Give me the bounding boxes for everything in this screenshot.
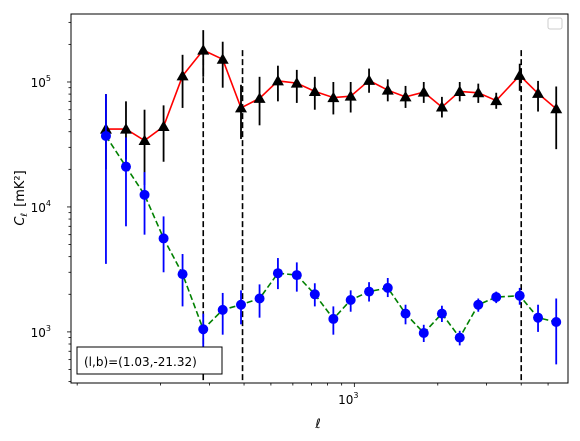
series-1-point <box>472 86 485 98</box>
y-axis-label: Cℓ [mK²] <box>13 170 30 225</box>
series-1-point <box>344 90 357 101</box>
series-1-point <box>490 94 503 106</box>
x-tick-label: 103 <box>338 391 358 407</box>
series-2-point <box>436 308 447 319</box>
series-1-point <box>381 84 394 95</box>
series-1-point <box>176 69 189 81</box>
series-1-point <box>290 77 303 88</box>
series-2-point <box>514 290 525 301</box>
series-1-point <box>399 90 412 102</box>
series-2-point <box>291 270 302 281</box>
series-2-point <box>473 299 484 310</box>
series-2-point <box>177 269 188 280</box>
series-1-point <box>216 53 229 64</box>
series-2-point <box>491 292 502 303</box>
series-2-point <box>454 332 465 343</box>
annotation-box <box>76 346 223 375</box>
series-1-point <box>435 101 448 112</box>
series-2-point <box>551 317 562 328</box>
series-2-point <box>400 308 411 319</box>
series-1-point <box>453 85 466 96</box>
series-2-point <box>100 130 111 141</box>
series-1-point <box>271 74 284 86</box>
series-2-point <box>382 282 393 293</box>
series-2-point <box>198 324 209 335</box>
series-1-point <box>513 69 526 80</box>
series-2-point <box>139 189 150 200</box>
series-2 <box>100 94 562 365</box>
series-1-point <box>308 85 321 96</box>
y-axis-label-symbol: C <box>13 216 28 226</box>
series-1-point <box>234 101 247 113</box>
series-1-point <box>363 74 376 85</box>
series-2-point <box>217 304 228 315</box>
coordinate-annotation: (l,b)=(1.03,-21.32) <box>76 346 223 375</box>
series-2-point <box>418 327 429 338</box>
series-1-point <box>157 120 170 132</box>
x-axis-label: ℓ <box>314 417 320 432</box>
series-2-point <box>345 295 356 306</box>
series-2-point <box>120 161 131 172</box>
series-2-point <box>328 313 339 324</box>
series-2-point <box>158 233 169 244</box>
series-1-point <box>197 44 210 55</box>
series-2-point <box>272 268 283 279</box>
series-1-point <box>119 123 132 134</box>
series-2-point <box>364 286 375 297</box>
series-1-point <box>253 92 266 103</box>
y-axis-label-subscript: ℓ <box>20 213 30 218</box>
series-1-point <box>327 91 340 103</box>
series-2-point <box>235 299 246 310</box>
series-1-point <box>417 86 430 97</box>
axes-frame <box>70 13 569 384</box>
plot-area <box>99 30 563 365</box>
series-1-point <box>532 87 545 98</box>
series-2-point <box>309 289 320 300</box>
y-tick-label: 104 <box>31 199 51 215</box>
annotation-text: (l,b)=(1.03,-21.32) <box>84 355 197 369</box>
axis-ticks: 103 103 104 105 <box>31 21 549 407</box>
series-1-point <box>138 134 151 146</box>
series-2-point <box>254 293 265 304</box>
y-tick-label: 105 <box>31 74 51 90</box>
y-axis-label-unit: [mK²] <box>13 170 28 207</box>
series-1-point <box>550 102 563 114</box>
y-tick-label: 103 <box>31 324 51 340</box>
series-2-point <box>533 312 544 323</box>
legend-box <box>547 17 563 30</box>
